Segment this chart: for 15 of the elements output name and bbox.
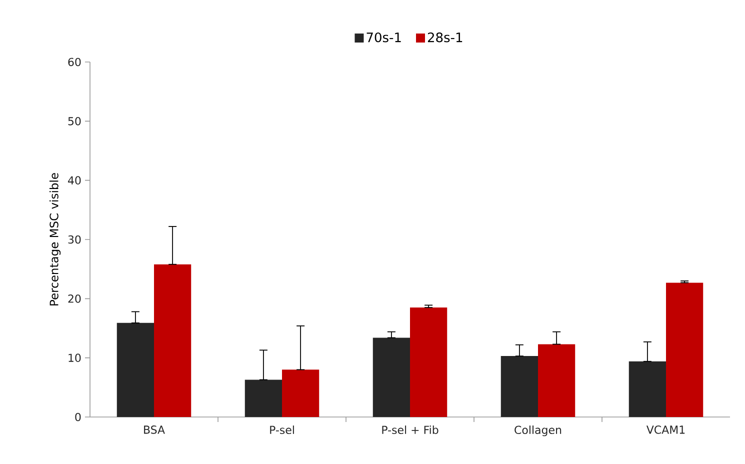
y-axis-title: Percentage MSC visible [49,173,61,306]
x-tick-label: Collagen [514,426,562,436]
y-tick-label: 0 [75,412,81,422]
legend-label: 70s-1 [366,32,401,42]
y-tick-label: 40 [68,176,81,184]
legend-label: 28s-1 [428,32,462,42]
y-tick-label: 30 [68,235,81,244]
x-tick-label: BSA [144,426,165,434]
x-tick-label: P-sel [270,426,294,434]
y-tick-label: 20 [68,294,81,303]
y-tick-label: 60 [68,58,81,66]
x-tick-label: P-sel + Fib [382,426,438,434]
x-tick-label: VCAM1 [646,426,685,434]
y-tick-label: 10 [68,354,81,362]
y-tick-label: 50 [68,117,81,126]
